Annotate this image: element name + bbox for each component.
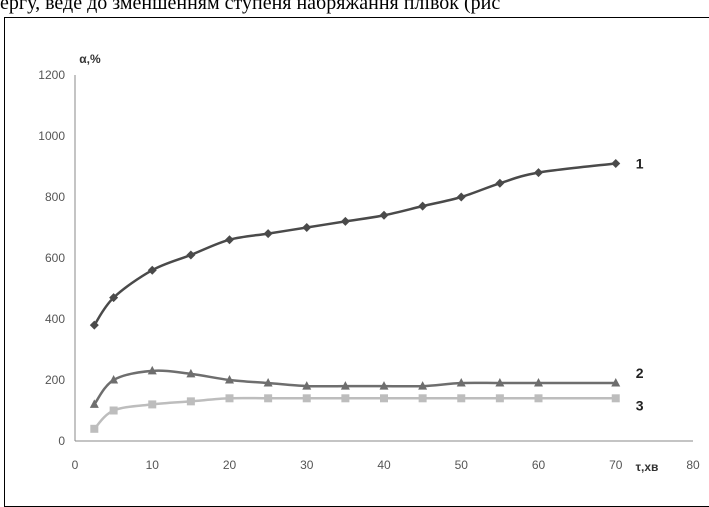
data-point-marker — [225, 375, 234, 384]
series-1: 1 — [89, 155, 644, 330]
series-layer: 1 2 3 — [89, 155, 644, 433]
x-tick-label: 80 — [686, 458, 700, 472]
y-tick-label: 800 — [45, 190, 65, 204]
data-point-marker — [611, 158, 621, 168]
data-point-marker — [495, 378, 505, 387]
x-axis-title: τ,хв — [636, 460, 659, 474]
data-point-marker — [109, 406, 118, 415]
data-point-marker — [456, 192, 466, 202]
data-point-marker — [186, 250, 196, 260]
data-point-marker — [186, 368, 196, 378]
series-line — [93, 396, 616, 430]
data-point-marker — [263, 378, 273, 387]
data-point-marker — [611, 394, 620, 403]
data-point-marker — [456, 378, 466, 387]
data-point-marker — [90, 424, 99, 433]
data-point-marker — [379, 210, 389, 220]
data-point-marker — [109, 293, 119, 303]
data-point-marker — [418, 394, 427, 403]
x-tick-label: 60 — [532, 458, 546, 472]
y-axis-title: α,% — [79, 52, 101, 66]
x-tick-label: 10 — [146, 458, 160, 472]
series-line — [93, 162, 616, 326]
data-point-marker — [89, 399, 99, 408]
data-point-marker — [418, 381, 428, 390]
series-label: 3 — [636, 397, 644, 413]
data-point-marker — [495, 178, 505, 188]
y-tick-label: 400 — [45, 312, 65, 326]
data-point-marker — [225, 394, 234, 403]
data-point-marker — [89, 320, 99, 330]
data-point-marker — [264, 394, 273, 403]
x-tick-label: 30 — [300, 458, 314, 472]
data-point-marker — [495, 394, 504, 403]
data-point-marker — [534, 168, 543, 178]
y-tick-label: 1200 — [38, 68, 65, 82]
data-point-marker — [534, 394, 543, 403]
data-point-marker — [109, 375, 119, 384]
data-point-marker — [418, 201, 428, 211]
data-point-marker — [148, 400, 157, 409]
data-point-marker — [225, 235, 234, 245]
data-point-marker — [147, 265, 157, 275]
data-point-marker — [302, 394, 311, 403]
data-point-marker — [147, 365, 157, 375]
data-point-marker — [340, 381, 350, 390]
data-point-marker — [302, 381, 312, 390]
series-label: 2 — [636, 365, 644, 381]
y-tick-label: 0 — [58, 434, 65, 448]
x-tick-label: 50 — [455, 458, 469, 472]
y-tick-label: 1000 — [38, 129, 65, 143]
y-tick-label: 200 — [45, 373, 65, 387]
data-point-marker — [380, 394, 388, 403]
x-tick-label: 20 — [223, 458, 237, 472]
data-point-marker — [340, 216, 350, 226]
axes — [74, 75, 693, 442]
series-2: 2 — [89, 365, 644, 408]
y-tick-label: 600 — [45, 251, 65, 265]
x-tick-label: 0 — [72, 458, 79, 472]
data-point-marker — [341, 394, 350, 403]
series-label: 1 — [636, 155, 644, 171]
data-point-marker — [379, 381, 389, 390]
series-3: 3 — [90, 394, 644, 433]
data-point-marker — [263, 229, 273, 239]
data-point-marker — [534, 378, 543, 387]
caption-text: ергу, веде до зменшенням ступеня набряжа… — [0, 0, 501, 14]
x-tick-label: 70 — [609, 458, 623, 472]
data-point-marker — [302, 223, 312, 232]
data-point-marker — [611, 378, 621, 387]
data-point-marker — [457, 394, 466, 403]
x-tick-label: 40 — [377, 458, 391, 472]
data-point-marker — [186, 397, 195, 406]
